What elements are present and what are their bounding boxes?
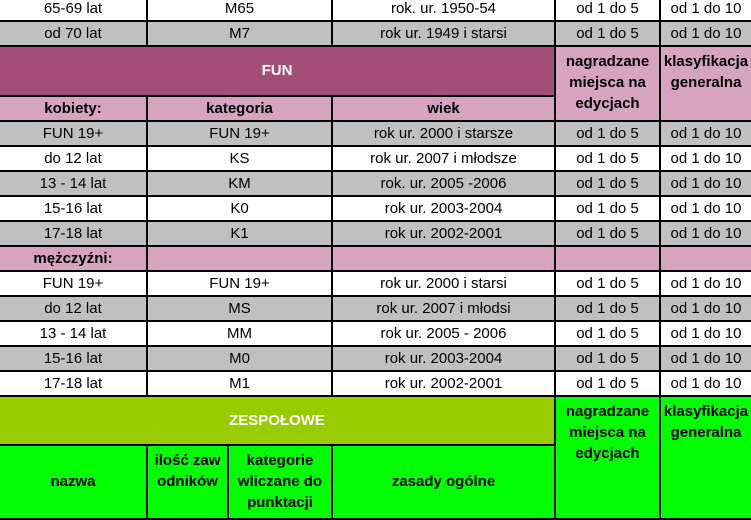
cell-general[interactable]: od 1 do 10 bbox=[661, 372, 751, 397]
team-places-header[interactable]: nagradzane miejsca na edycjach bbox=[556, 397, 661, 520]
cell-category[interactable]: K0 bbox=[148, 197, 333, 222]
cell-general[interactable]: od 1 do 10 bbox=[661, 272, 751, 297]
cell-category[interactable]: MM bbox=[148, 322, 333, 347]
cell-age[interactable]: 15-16 lat bbox=[0, 197, 148, 222]
cell-category[interactable]: MS bbox=[148, 297, 333, 322]
cell-places[interactable]: od 1 do 5 bbox=[556, 372, 661, 397]
cell-age[interactable]: 15-16 lat bbox=[0, 347, 148, 372]
cell-category[interactable]: K1 bbox=[148, 222, 333, 247]
cell-age[interactable]: FUN 19+ bbox=[0, 272, 148, 297]
cell-places[interactable]: od 1 do 5 bbox=[556, 272, 661, 297]
cell-age[interactable]: 17-18 lat bbox=[0, 222, 148, 247]
age-header[interactable]: wiek bbox=[333, 97, 556, 122]
cell-category[interactable]: M0 bbox=[148, 347, 333, 372]
team-general-header[interactable]: klasyfikacja generalna bbox=[661, 397, 751, 520]
cell-birth-years[interactable]: rok ur. 2007 i młodsze bbox=[333, 147, 556, 172]
cell-birth-years[interactable]: rok ur. 1949 i starsi bbox=[333, 22, 556, 47]
cell-birth-years[interactable]: rok ur. 2002-2001 bbox=[333, 222, 556, 247]
cell-birth-years[interactable]: rok ur. 2003-2004 bbox=[333, 197, 556, 222]
cell-places[interactable]: od 1 do 5 bbox=[556, 172, 661, 197]
cell-general[interactable]: od 1 do 10 bbox=[661, 122, 751, 147]
cell-places[interactable]: od 1 do 5 bbox=[556, 222, 661, 247]
cell-birth-years[interactable]: rok ur. 2005 - 2006 bbox=[333, 322, 556, 347]
team-categories-header[interactable]: kategorie wliczane do punktacji bbox=[229, 446, 333, 520]
cell-category[interactable]: M1 bbox=[148, 372, 333, 397]
cell-general[interactable]: od 1 do 10 bbox=[661, 222, 751, 247]
empty-cell[interactable] bbox=[333, 247, 556, 272]
cell-places[interactable]: od 1 do 5 bbox=[556, 0, 661, 22]
cell-birth-years[interactable]: rok ur. 2007 i młodsi bbox=[333, 297, 556, 322]
cell-age[interactable]: 17-18 lat bbox=[0, 372, 148, 397]
team-name-header[interactable]: nazwa bbox=[0, 446, 148, 520]
cell-age[interactable]: od 70 lat bbox=[0, 22, 148, 47]
team-rules-header[interactable]: zasady ogólne bbox=[333, 446, 556, 520]
women-label[interactable]: kobiety: bbox=[0, 97, 148, 122]
fun-general-header[interactable]: klasyfikacja generalna bbox=[661, 47, 751, 122]
cell-general[interactable]: od 1 do 10 bbox=[661, 347, 751, 372]
cell-category[interactable]: M65 bbox=[148, 0, 333, 22]
cell-general[interactable]: od 1 do 10 bbox=[661, 322, 751, 347]
cell-birth-years[interactable]: rok. ur. 2005 -2006 bbox=[333, 172, 556, 197]
fun-section-title[interactable]: FUN bbox=[0, 47, 556, 97]
empty-cell[interactable] bbox=[148, 247, 333, 272]
cell-age[interactable]: 13 - 14 lat bbox=[0, 172, 148, 197]
cell-places[interactable]: od 1 do 5 bbox=[556, 197, 661, 222]
cell-age[interactable]: do 12 lat bbox=[0, 147, 148, 172]
cell-places[interactable]: od 1 do 5 bbox=[556, 22, 661, 47]
cell-general[interactable]: od 1 do 10 bbox=[661, 147, 751, 172]
cell-general[interactable]: od 1 do 10 bbox=[661, 0, 751, 22]
cell-category[interactable]: FUN 19+ bbox=[148, 122, 333, 147]
cell-places[interactable]: od 1 do 5 bbox=[556, 322, 661, 347]
cell-general[interactable]: od 1 do 10 bbox=[661, 172, 751, 197]
cell-birth-years[interactable]: rok ur. 2000 i starsze bbox=[333, 122, 556, 147]
empty-cell[interactable] bbox=[556, 247, 661, 272]
empty-cell[interactable] bbox=[661, 247, 751, 272]
cell-birth-years[interactable]: rok. ur. 1950-54 bbox=[333, 0, 556, 22]
cell-birth-years[interactable]: rok ur. 2002-2001 bbox=[333, 372, 556, 397]
cell-places[interactable]: od 1 do 5 bbox=[556, 122, 661, 147]
cell-category[interactable]: KM bbox=[148, 172, 333, 197]
team-section-title[interactable]: ZESPOŁOWE bbox=[0, 397, 556, 446]
cell-places[interactable]: od 1 do 5 bbox=[556, 347, 661, 372]
fun-places-header[interactable]: nagradzane miejsca na edycjach bbox=[556, 47, 661, 122]
team-count-header[interactable]: ilość zawodników bbox=[148, 446, 229, 520]
cell-birth-years[interactable]: rok ur. 2003-2004 bbox=[333, 347, 556, 372]
cell-general[interactable]: od 1 do 10 bbox=[661, 297, 751, 322]
cell-category[interactable]: M7 bbox=[148, 22, 333, 47]
category-header[interactable]: kategoria bbox=[148, 97, 333, 122]
cell-age[interactable]: do 12 lat bbox=[0, 297, 148, 322]
men-label[interactable]: mężczyźni: bbox=[0, 247, 148, 272]
cell-age[interactable]: 13 - 14 lat bbox=[0, 322, 148, 347]
cell-age[interactable]: FUN 19+ bbox=[0, 122, 148, 147]
cell-general[interactable]: od 1 do 10 bbox=[661, 22, 751, 47]
cell-birth-years[interactable]: rok ur. 2000 i starsi bbox=[333, 272, 556, 297]
cell-places[interactable]: od 1 do 5 bbox=[556, 297, 661, 322]
cell-places[interactable]: od 1 do 5 bbox=[556, 147, 661, 172]
cell-age[interactable]: 65-69 lat bbox=[0, 0, 148, 22]
cell-general[interactable]: od 1 do 10 bbox=[661, 197, 751, 222]
cell-category[interactable]: KS bbox=[148, 147, 333, 172]
cell-category[interactable]: FUN 19+ bbox=[148, 272, 333, 297]
